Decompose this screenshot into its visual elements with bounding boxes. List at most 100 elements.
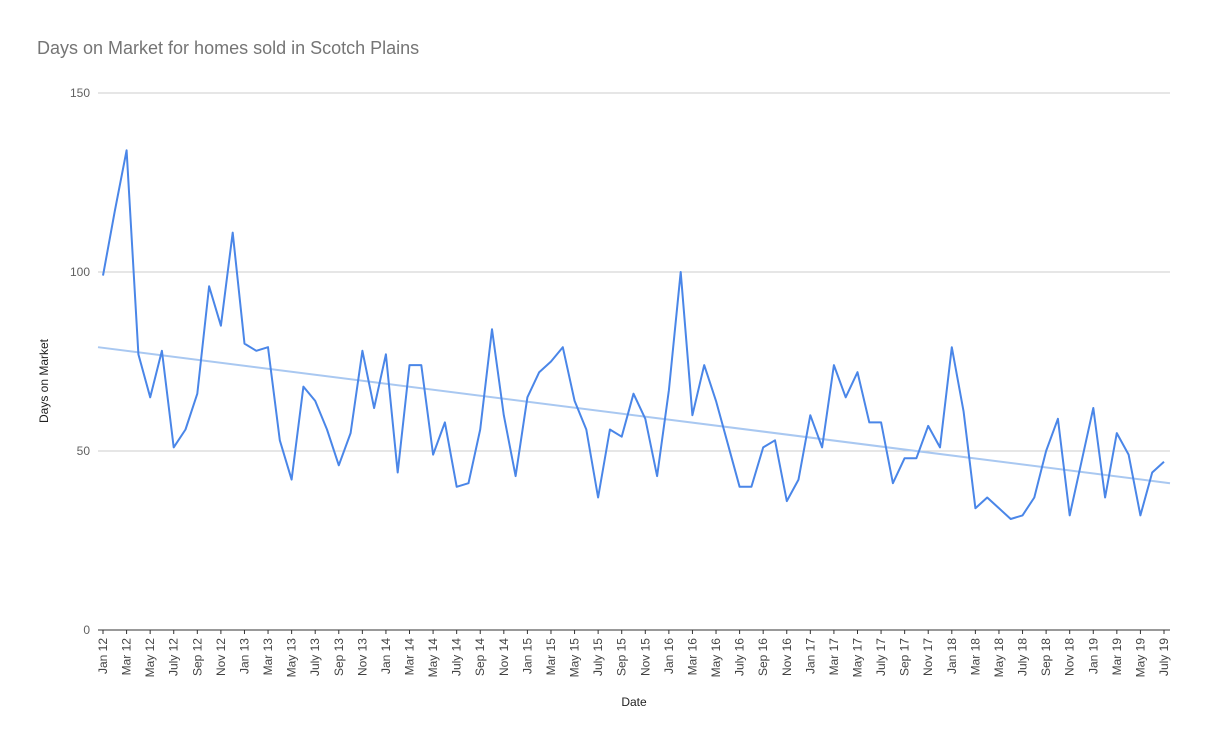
x-tick-label: May 13: [285, 638, 299, 678]
data-point: [902, 456, 907, 461]
data-point: [890, 481, 895, 486]
x-tick-label: Mar 17: [827, 638, 841, 676]
data-point: [360, 348, 365, 353]
x-tick-label: July 13: [308, 638, 322, 676]
data-point: [702, 363, 707, 368]
data-point: [607, 427, 612, 432]
data-point: [1091, 406, 1096, 411]
data-point: [678, 270, 683, 275]
data-point: [619, 434, 624, 439]
data-point: [926, 423, 931, 428]
data-point: [714, 398, 719, 403]
x-tick-label: Sep 14: [473, 638, 487, 676]
data-point: [112, 209, 117, 214]
data-point: [383, 352, 388, 357]
x-tick-label: May 15: [568, 638, 582, 678]
x-tick-label: Mar 16: [685, 638, 699, 676]
data-point: [395, 470, 400, 475]
data-point: [1044, 449, 1049, 454]
data-point: [631, 391, 636, 396]
data-point: [254, 348, 259, 353]
data-point: [336, 463, 341, 468]
gridlines: [98, 92, 1170, 452]
x-tick-label: May 17: [850, 638, 864, 678]
data-point: [466, 481, 471, 486]
x-axis-title: Date: [621, 695, 647, 709]
data-point: [289, 477, 294, 482]
data-point: [914, 456, 919, 461]
data-point: [478, 427, 483, 432]
data-point: [1150, 470, 1155, 475]
data-point: [784, 499, 789, 504]
data-point: [666, 388, 671, 393]
x-tick-label: Sep 18: [1039, 638, 1053, 676]
data-point: [737, 484, 742, 489]
data-point: [949, 345, 954, 350]
data-point: [407, 363, 412, 368]
data-point: [973, 506, 978, 511]
y-tick-label: 100: [70, 265, 90, 279]
data-point: [513, 474, 518, 479]
data-point: [1067, 513, 1072, 518]
data-point: [796, 477, 801, 482]
data-point: [101, 273, 106, 278]
data-point: [266, 345, 271, 350]
data-point: [808, 413, 813, 418]
x-tick-label: Nov 15: [638, 638, 652, 676]
x-tick-label: Jan 13: [237, 638, 251, 674]
data-point: [277, 438, 282, 443]
data-point: [938, 445, 943, 450]
data-point: [124, 148, 129, 153]
y-axis-ticks: 0 50 100 150: [70, 86, 90, 637]
x-tick-label: Jan 18: [945, 638, 959, 674]
data-point: [996, 506, 1001, 511]
data-point: [1079, 459, 1084, 464]
x-tick-label: Nov 18: [1063, 638, 1077, 676]
data-point: [301, 384, 306, 389]
x-tick-label: Jan 17: [803, 638, 817, 674]
data-point: [572, 398, 577, 403]
x-tick-label: July 12: [167, 638, 181, 676]
data-point: [501, 413, 506, 418]
x-tick-label: May 18: [992, 638, 1006, 678]
x-tick-label: Jan 16: [662, 638, 676, 674]
data-point: [772, 438, 777, 443]
x-tick-label: May 19: [1133, 638, 1147, 678]
x-tick-label: May 16: [709, 638, 723, 678]
data-point: [1008, 517, 1013, 522]
x-tick-label: Nov 17: [921, 638, 935, 676]
x-tick-label: Nov 16: [780, 638, 794, 676]
x-tick-label: Sep 13: [332, 638, 346, 676]
trendline: [97, 346, 1171, 485]
data-point: [1138, 513, 1143, 518]
x-tick-label: Nov 13: [355, 638, 369, 676]
x-tick-label: Mar 18: [968, 638, 982, 676]
x-tick-label: Jan 14: [379, 638, 393, 674]
data-point: [207, 284, 212, 289]
data-point: [218, 323, 223, 328]
data-point: [690, 413, 695, 418]
data-point: [230, 230, 235, 235]
series-group: [101, 148, 1167, 522]
data-point: [537, 370, 542, 375]
data-point: [843, 395, 848, 400]
data-point: [1162, 459, 1167, 464]
x-tick-label: Mar 15: [544, 638, 558, 676]
x-tick-label: Nov 12: [214, 638, 228, 676]
x-tick-label: July 18: [1016, 638, 1030, 676]
data-point: [313, 398, 318, 403]
x-tick-label: Jan 19: [1086, 638, 1100, 674]
x-tick-label: July 14: [450, 638, 464, 676]
chart-title: Days on Market for homes sold in Scotch …: [37, 38, 420, 58]
data-point: [961, 409, 966, 414]
data-point: [195, 391, 200, 396]
data-point: [761, 445, 766, 450]
y-tick-label: 50: [77, 444, 91, 458]
x-tick-label: Jan 15: [520, 638, 534, 674]
data-point: [749, 484, 754, 489]
data-point: [1032, 495, 1037, 500]
series-line: [102, 149, 1165, 520]
data-point: [525, 395, 530, 400]
x-tick-label: Jan 12: [96, 638, 110, 674]
x-axis-ticks: Jan 12 Mar 12 May 12 July 12 Sep 12 Nov 12 Jan…: [96, 630, 1171, 677]
